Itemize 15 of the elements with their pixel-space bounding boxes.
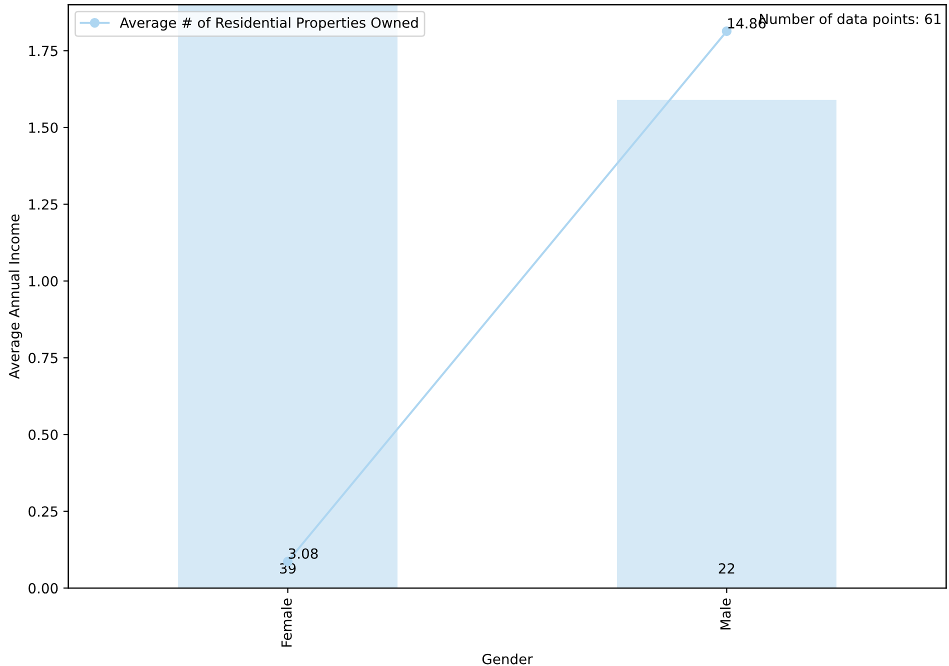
x-tick-label: Female [281, 598, 292, 647]
y-axis-title: Average Annual Income [8, 214, 22, 379]
y-tick-label: 1.50 [29, 122, 58, 133]
x-axis-title: Gender [482, 654, 533, 664]
y-tick-label: 0.00 [28, 583, 58, 594]
y-tick-label: 0.50 [28, 430, 58, 440]
y-tick-label: 0.75 [28, 352, 58, 364]
annotation: 22 [718, 563, 734, 574]
legend-label: Average # of Residential Properties Owned [120, 17, 418, 31]
y-tick-label: 0.25 [28, 506, 58, 517]
x-tick-label: Male [720, 598, 731, 630]
y-tick-label: 1.75 [29, 46, 58, 56]
data-label: 3.08 [288, 548, 318, 559]
y-tick-label: 1.25 [29, 199, 58, 210]
y-tick-label: 1.00 [29, 276, 58, 286]
